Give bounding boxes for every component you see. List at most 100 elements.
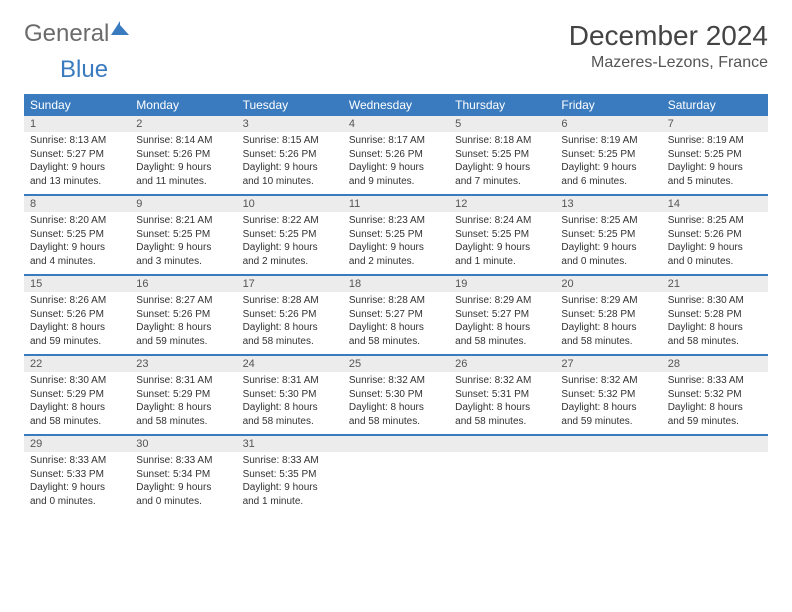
day-details: Sunrise: 8:24 AMSunset: 5:25 PMDaylight:…: [449, 212, 555, 272]
sunset-text: Sunset: 5:25 PM: [455, 228, 549, 242]
day-details: Sunrise: 8:29 AMSunset: 5:27 PMDaylight:…: [449, 292, 555, 352]
sunset-text: Sunset: 5:26 PM: [136, 308, 230, 322]
daylight-text-2: and 0 minutes.: [561, 255, 655, 269]
daylight-text-1: Daylight: 9 hours: [668, 161, 762, 175]
day-number: 13: [555, 196, 661, 212]
logo-sail-icon-2: [120, 25, 129, 35]
day-number: 9: [130, 196, 236, 212]
daylight-text-1: Daylight: 9 hours: [243, 481, 337, 495]
daylight-text-1: Daylight: 9 hours: [455, 161, 549, 175]
day-number: 1: [24, 116, 130, 132]
sunrise-text: Sunrise: 8:30 AM: [30, 374, 124, 388]
day-number: 5: [449, 116, 555, 132]
sunrise-text: Sunrise: 8:30 AM: [668, 294, 762, 308]
logo-text-1: General: [24, 20, 109, 48]
day-cell: 15Sunrise: 8:26 AMSunset: 5:26 PMDayligh…: [24, 276, 130, 354]
sunrise-text: Sunrise: 8:18 AM: [455, 134, 549, 148]
sunset-text: Sunset: 5:27 PM: [30, 148, 124, 162]
daylight-text-2: and 58 minutes.: [243, 415, 337, 429]
sunrise-text: Sunrise: 8:28 AM: [349, 294, 443, 308]
sunrise-text: Sunrise: 8:33 AM: [243, 454, 337, 468]
weekday-header: Sunday Monday Tuesday Wednesday Thursday…: [24, 94, 768, 116]
daylight-text-1: Daylight: 9 hours: [30, 241, 124, 255]
week-row: 29Sunrise: 8:33 AMSunset: 5:33 PMDayligh…: [24, 436, 768, 514]
daylight-text-1: Daylight: 8 hours: [30, 401, 124, 415]
day-details: Sunrise: 8:19 AMSunset: 5:25 PMDaylight:…: [662, 132, 768, 192]
day-number: 8: [24, 196, 130, 212]
title-block: December 2024 Mazeres-Lezons, France: [569, 20, 768, 72]
sunrise-text: Sunrise: 8:25 AM: [668, 214, 762, 228]
day-cell: [555, 436, 661, 514]
day-cell: 1Sunrise: 8:13 AMSunset: 5:27 PMDaylight…: [24, 116, 130, 194]
daylight-text-2: and 59 minutes.: [668, 415, 762, 429]
day-details: Sunrise: 8:26 AMSunset: 5:26 PMDaylight:…: [24, 292, 130, 352]
day-details: Sunrise: 8:29 AMSunset: 5:28 PMDaylight:…: [555, 292, 661, 352]
daylight-text-2: and 5 minutes.: [668, 175, 762, 189]
sunrise-text: Sunrise: 8:23 AM: [349, 214, 443, 228]
daylight-text-2: and 10 minutes.: [243, 175, 337, 189]
week-row: 22Sunrise: 8:30 AMSunset: 5:29 PMDayligh…: [24, 356, 768, 436]
weekday-fri: Friday: [555, 94, 661, 116]
day-details: Sunrise: 8:33 AMSunset: 5:35 PMDaylight:…: [237, 452, 343, 512]
day-details: Sunrise: 8:13 AMSunset: 5:27 PMDaylight:…: [24, 132, 130, 192]
day-cell: 4Sunrise: 8:17 AMSunset: 5:26 PMDaylight…: [343, 116, 449, 194]
sunset-text: Sunset: 5:25 PM: [30, 228, 124, 242]
daylight-text-2: and 58 minutes.: [30, 415, 124, 429]
daylight-text-2: and 0 minutes.: [136, 495, 230, 509]
sunset-text: Sunset: 5:29 PM: [136, 388, 230, 402]
daylight-text-2: and 2 minutes.: [243, 255, 337, 269]
day-details: Sunrise: 8:25 AMSunset: 5:25 PMDaylight:…: [555, 212, 661, 272]
day-cell: 13Sunrise: 8:25 AMSunset: 5:25 PMDayligh…: [555, 196, 661, 274]
location: Mazeres-Lezons, France: [569, 54, 768, 72]
day-number: 17: [237, 276, 343, 292]
day-cell: 19Sunrise: 8:29 AMSunset: 5:27 PMDayligh…: [449, 276, 555, 354]
sunset-text: Sunset: 5:25 PM: [455, 148, 549, 162]
daylight-text-2: and 1 minute.: [243, 495, 337, 509]
day-details: Sunrise: 8:33 AMSunset: 5:33 PMDaylight:…: [24, 452, 130, 512]
weekday-wed: Wednesday: [343, 94, 449, 116]
sunrise-text: Sunrise: 8:25 AM: [561, 214, 655, 228]
daylight-text-1: Daylight: 8 hours: [668, 401, 762, 415]
sunrise-text: Sunrise: 8:27 AM: [136, 294, 230, 308]
day-number: 12: [449, 196, 555, 212]
daylight-text-1: Daylight: 9 hours: [136, 161, 230, 175]
sunrise-text: Sunrise: 8:28 AM: [243, 294, 337, 308]
sunset-text: Sunset: 5:31 PM: [455, 388, 549, 402]
sunrise-text: Sunrise: 8:20 AM: [30, 214, 124, 228]
daylight-text-1: Daylight: 8 hours: [243, 321, 337, 335]
sunrise-text: Sunrise: 8:24 AM: [455, 214, 549, 228]
day-cell: [449, 436, 555, 514]
day-details: Sunrise: 8:28 AMSunset: 5:26 PMDaylight:…: [237, 292, 343, 352]
day-details: Sunrise: 8:28 AMSunset: 5:27 PMDaylight:…: [343, 292, 449, 352]
weekday-tue: Tuesday: [237, 94, 343, 116]
daylight-text-1: Daylight: 9 hours: [136, 241, 230, 255]
day-number-empty: [449, 436, 555, 452]
sunset-text: Sunset: 5:33 PM: [30, 468, 124, 482]
day-details: Sunrise: 8:31 AMSunset: 5:29 PMDaylight:…: [130, 372, 236, 432]
sunset-text: Sunset: 5:27 PM: [349, 308, 443, 322]
sunrise-text: Sunrise: 8:33 AM: [136, 454, 230, 468]
day-number: 19: [449, 276, 555, 292]
day-details: Sunrise: 8:20 AMSunset: 5:25 PMDaylight:…: [24, 212, 130, 272]
day-details: Sunrise: 8:31 AMSunset: 5:30 PMDaylight:…: [237, 372, 343, 432]
sunrise-text: Sunrise: 8:32 AM: [349, 374, 443, 388]
day-cell: 3Sunrise: 8:15 AMSunset: 5:26 PMDaylight…: [237, 116, 343, 194]
daylight-text-2: and 0 minutes.: [668, 255, 762, 269]
day-cell: 7Sunrise: 8:19 AMSunset: 5:25 PMDaylight…: [662, 116, 768, 194]
sunset-text: Sunset: 5:25 PM: [243, 228, 337, 242]
day-cell: 25Sunrise: 8:32 AMSunset: 5:30 PMDayligh…: [343, 356, 449, 434]
weekday-sun: Sunday: [24, 94, 130, 116]
sunset-text: Sunset: 5:25 PM: [561, 148, 655, 162]
sunrise-text: Sunrise: 8:19 AM: [668, 134, 762, 148]
day-cell: 27Sunrise: 8:32 AMSunset: 5:32 PMDayligh…: [555, 356, 661, 434]
day-cell: 29Sunrise: 8:33 AMSunset: 5:33 PMDayligh…: [24, 436, 130, 514]
sunrise-text: Sunrise: 8:26 AM: [30, 294, 124, 308]
day-cell: 30Sunrise: 8:33 AMSunset: 5:34 PMDayligh…: [130, 436, 236, 514]
day-details: Sunrise: 8:19 AMSunset: 5:25 PMDaylight:…: [555, 132, 661, 192]
daylight-text-1: Daylight: 8 hours: [30, 321, 124, 335]
daylight-text-1: Daylight: 8 hours: [349, 401, 443, 415]
day-details: Sunrise: 8:27 AMSunset: 5:26 PMDaylight:…: [130, 292, 236, 352]
daylight-text-2: and 7 minutes.: [455, 175, 549, 189]
daylight-text-1: Daylight: 9 hours: [349, 161, 443, 175]
sunset-text: Sunset: 5:30 PM: [349, 388, 443, 402]
